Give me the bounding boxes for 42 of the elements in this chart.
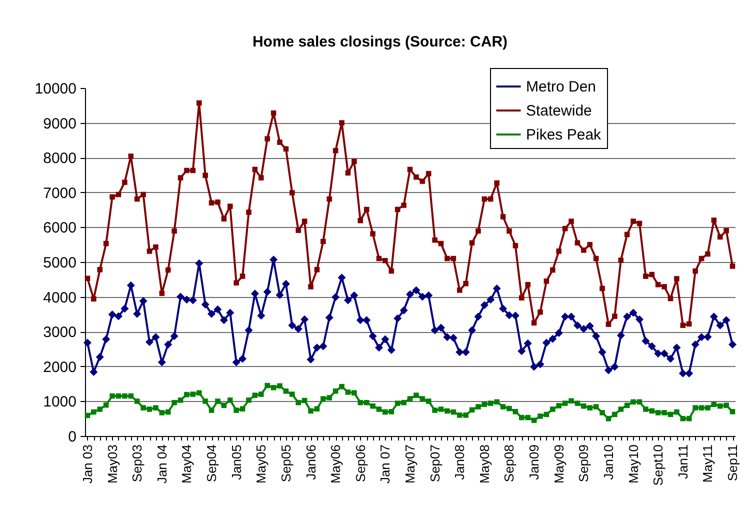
y-tick-label: 9000 xyxy=(43,115,76,132)
x-tick-label: Jan11 xyxy=(675,444,690,479)
x-tick-label: Sep06 xyxy=(352,444,368,482)
chart-title: Home sales closings (Source: CAR) xyxy=(252,34,508,50)
x-tick-label: May03 xyxy=(104,444,120,484)
x-tick-label: Jan 03 xyxy=(80,444,95,484)
x-tick-label: May06 xyxy=(328,444,344,484)
x-tick-label: May07 xyxy=(402,444,418,484)
x-tick-label: Sep03 xyxy=(130,444,145,482)
x-tick-label: Jan05 xyxy=(228,444,244,480)
x-tick-label: May08 xyxy=(476,444,492,484)
y-tick-label: 4000 xyxy=(43,289,76,306)
y-tick-label: 3000 xyxy=(43,324,76,342)
x-tick-label: May10 xyxy=(626,444,641,484)
y-tick-label: 1000 xyxy=(43,394,76,411)
y-tick-label: 5000 xyxy=(43,254,76,272)
x-tick-label: Sep05 xyxy=(278,444,294,482)
legend-label: Pikes Peak xyxy=(526,126,602,144)
x-tick-label: Jan09 xyxy=(526,444,542,480)
y-tick-label: 7000 xyxy=(43,184,76,202)
x-tick-label: Sep09 xyxy=(576,444,592,482)
x-tick-label: Jan08 xyxy=(452,444,468,480)
x-tick-label: May09 xyxy=(551,444,566,484)
x-tick-label: Sep04 xyxy=(204,444,220,482)
x-tick-label: Jan10 xyxy=(600,444,616,480)
y-tick-label: 10000 xyxy=(34,80,76,98)
x-tick-label: Jan06 xyxy=(303,444,318,480)
y-tick-label: 0 xyxy=(68,428,76,446)
x-tick-label: May05 xyxy=(254,444,269,484)
legend-label: Metro Den xyxy=(526,78,596,96)
x-tick-label: Sep08 xyxy=(502,444,517,482)
x-tick-label: Jan 07 xyxy=(378,444,393,484)
x-tick-label: May04 xyxy=(179,444,194,484)
y-tick-label: 2000 xyxy=(43,358,76,376)
x-tick-label: Jan 04 xyxy=(154,444,170,484)
x-tick-label: Sep11 xyxy=(725,444,740,482)
y-tick-label: 6000 xyxy=(43,220,76,237)
y-tick-label: 8000 xyxy=(43,150,76,168)
legend-label: Statewide xyxy=(526,102,592,120)
x-tick-label: May11 xyxy=(700,444,716,483)
x-tick-label: Sept10 xyxy=(650,444,666,486)
x-tick-label: Sep07 xyxy=(427,444,442,482)
